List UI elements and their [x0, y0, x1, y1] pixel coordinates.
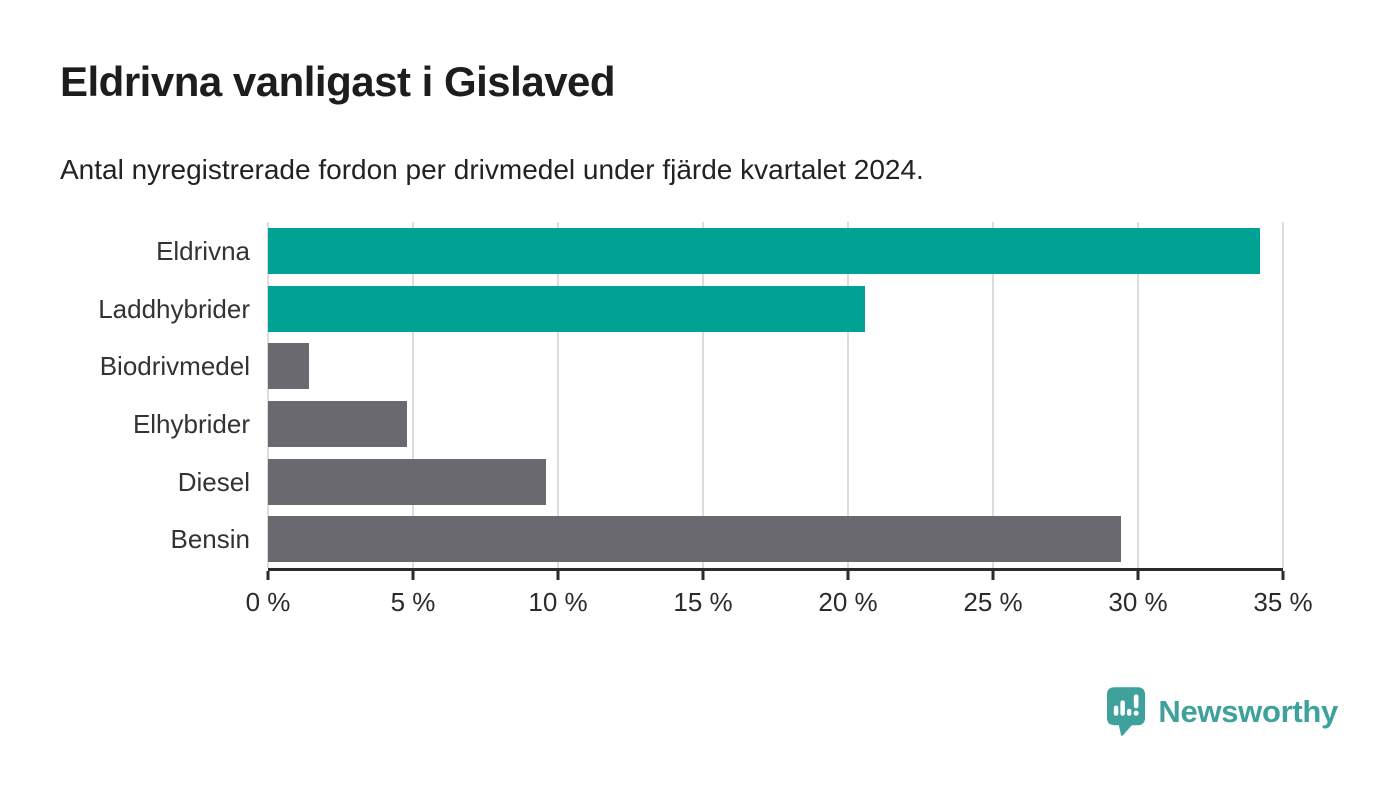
bar-chart-glyph: [1114, 694, 1140, 716]
y-label-eldrivna: Eldrivna: [156, 235, 250, 266]
x-tick-mark-5: [411, 571, 415, 580]
x-tick-label-5: 5 %: [390, 587, 436, 617]
gridline-15: [702, 222, 704, 568]
x-tick-mark-0: [266, 571, 270, 580]
gridline-0: [267, 222, 269, 568]
y-axis-labels: Eldrivna Laddhybrider Biodrivmedel Elhybrid…: [0, 222, 250, 568]
x-tick-label-25: 25 %: [963, 587, 1023, 617]
y-label-diesel: Diesel: [177, 466, 250, 497]
x-tick-label-20: 20 %: [818, 587, 878, 617]
bar-elhybrider: [268, 400, 408, 447]
x-tick-label-15: 15 %: [673, 587, 733, 617]
x-tick-mark-30: [1136, 571, 1140, 580]
newsworthy-pin-icon: [1107, 687, 1146, 736]
chart-subtitle: Antal nyregistrerade fordon per drivmede…: [60, 154, 924, 185]
bar-diesel: [268, 458, 547, 505]
brand-name: Newsworthy: [1158, 694, 1338, 729]
page-title: Eldrivna vanligast i Gislaved: [60, 58, 616, 105]
x-tick-label-10: 10 %: [528, 587, 588, 617]
x-tick-label-35: 35 %: [1253, 587, 1313, 617]
bar-biodrivmedel: [268, 343, 309, 390]
brand-logo: Newsworthy: [1107, 687, 1338, 737]
x-tick-label-30: 30 %: [1108, 587, 1168, 617]
gridline-25: [992, 222, 994, 568]
bar-eldrivna: [268, 227, 1260, 274]
bar-bensin: [268, 516, 1121, 563]
gridline-30: [1137, 222, 1139, 568]
gridline-5: [412, 222, 414, 568]
y-label-laddhybrider: Laddhybrider: [98, 293, 250, 324]
y-label-biodrivmedel: Biodrivmedel: [99, 351, 250, 382]
y-label-bensin: Bensin: [170, 524, 251, 555]
x-tick-mark-10: [556, 571, 560, 580]
gridline-35: [1282, 222, 1284, 568]
gridline-10: [557, 222, 559, 568]
x-tick-mark-35: [1281, 571, 1285, 580]
gridline-20: [847, 222, 849, 568]
plot-area: [267, 222, 1284, 571]
x-tick-mark-20: [846, 571, 850, 580]
x-axis: 0 % 5 % 10 % 15 % 20 % 25 % 30 % 35 %: [246, 571, 1313, 631]
y-label-elhybrider: Elhybrider: [132, 408, 250, 439]
x-tick-label-0: 0 %: [245, 587, 291, 617]
x-tick-mark-15: [701, 571, 705, 580]
bar-laddhybrider: [268, 285, 866, 332]
x-tick-mark-25: [991, 571, 995, 580]
